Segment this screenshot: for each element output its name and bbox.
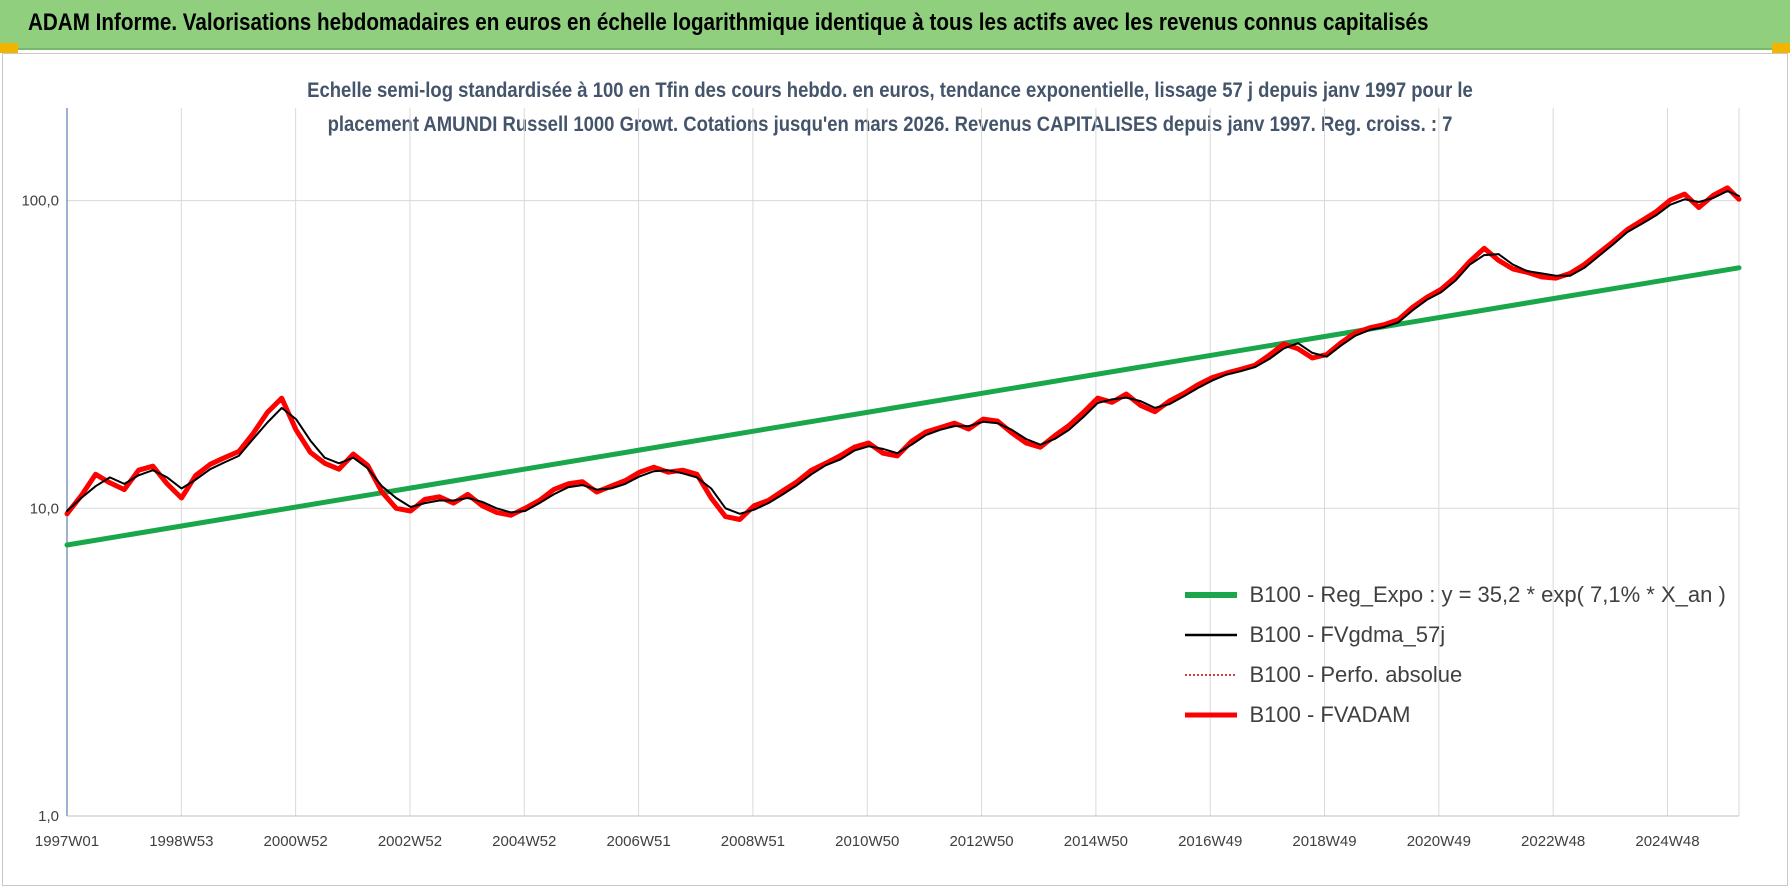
legend-label-fvgdma: B100 - FVgdma_57j	[1249, 622, 1446, 647]
x-tick-label: 2014W50	[1064, 833, 1128, 850]
x-tick-label: 2016W49	[1178, 833, 1242, 850]
series-line-0	[64, 265, 1742, 548]
legend-swatch-perfo	[1185, 674, 1237, 676]
legend-item-fvadam: B100 - FVADAM	[1185, 702, 1726, 742]
x-tick-label: 2020W49	[1407, 833, 1471, 850]
x-tick-label: 2010W50	[835, 833, 899, 850]
legend-swatch-regression	[1185, 592, 1237, 598]
x-tick-label: 2024W48	[1635, 833, 1699, 850]
legend-label-perfo: B100 - Perfo. absolue	[1249, 662, 1463, 687]
x-tick-label: 2008W51	[721, 833, 785, 850]
x-tick-label: 2004W52	[492, 833, 556, 850]
x-tick-label: 2006W51	[606, 833, 670, 850]
header-title: ADAM Informe. Valorisations hebdomadaire…	[28, 9, 1429, 36]
y-tick-label: 10,0	[30, 500, 59, 517]
corner-mark-right	[1772, 43, 1790, 53]
legend-swatch-fvadam	[1185, 712, 1237, 718]
y-tick-label: 1,0	[38, 808, 59, 825]
legend-item-regression: B100 - Reg_Expo : y = 35,2 * exp( 7,1% *…	[1185, 582, 1726, 622]
legend-label-regression: B100 - Reg_Expo : y = 35,2 * exp( 7,1% *…	[1249, 582, 1726, 607]
chart-title: Echelle semi-log standardisée à 100 en T…	[150, 74, 1630, 142]
legend-item-perfo: B100 - Perfo. absolue	[1185, 662, 1726, 702]
legend-label-fvadam: B100 - FVADAM	[1249, 702, 1411, 727]
x-tick-label: 2002W52	[378, 833, 442, 850]
legend-item-fvgdma: B100 - FVgdma_57j	[1185, 622, 1726, 662]
chart-frame	[2, 53, 1788, 886]
series-line-3	[64, 185, 1742, 522]
header-banner: ADAM Informe. Valorisations hebdomadaire…	[0, 0, 1790, 50]
series-line-1	[66, 190, 1740, 515]
chart-title-line1: Echelle semi-log standardisée à 100 en T…	[307, 79, 1473, 102]
x-tick-label: 1998W53	[149, 833, 213, 850]
x-tick-label: 2000W52	[264, 833, 328, 850]
chart-legend: B100 - Reg_Expo : y = 35,2 * exp( 7,1% *…	[1185, 582, 1726, 742]
x-tick-label: 2018W49	[1292, 833, 1356, 850]
legend-swatch-fvgdma	[1185, 633, 1237, 637]
y-tick-label: 100,0	[21, 193, 59, 210]
chart-title-line2: placement AMUNDI Russell 1000 Growt. Cot…	[327, 113, 1453, 136]
corner-mark-left	[0, 43, 18, 53]
x-tick-label: 1997W01	[35, 833, 99, 850]
x-tick-label: 2012W50	[949, 833, 1013, 850]
x-tick-label: 2022W48	[1521, 833, 1585, 850]
